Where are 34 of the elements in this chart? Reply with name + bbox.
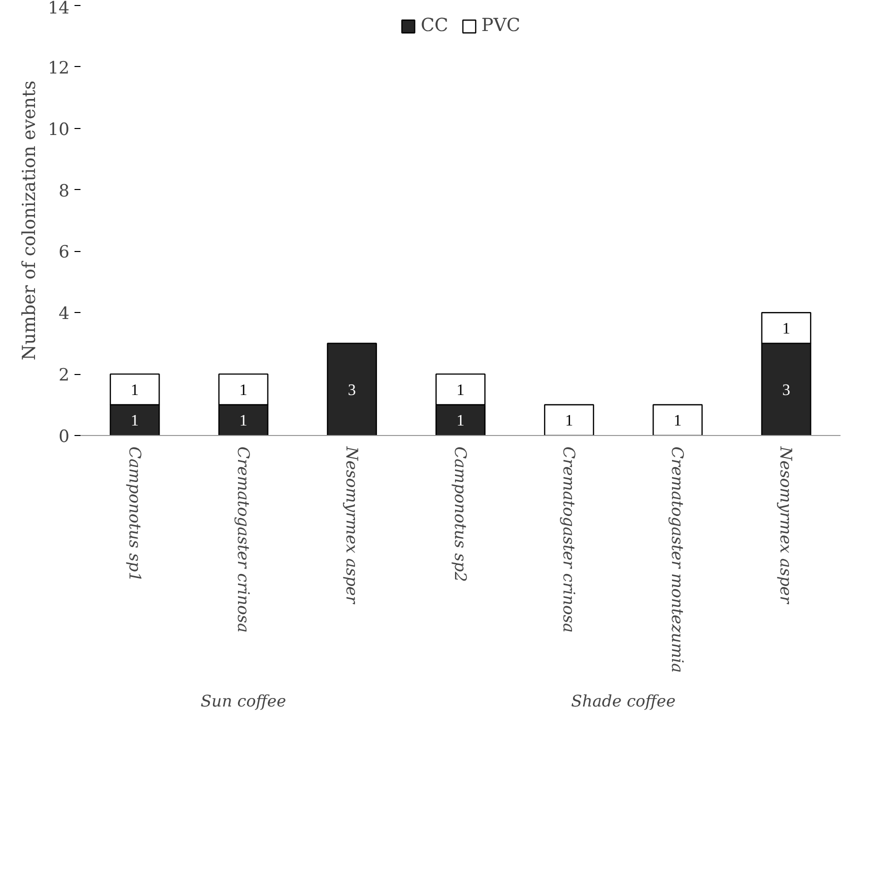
y-axis-title: Number of colonization events [18, 80, 40, 360]
y-tick-label: 0 [58, 427, 70, 447]
bar [326, 342, 377, 436]
y-tick-label: 6 [58, 242, 70, 263]
text: Shade coffee [571, 692, 676, 710]
y-tick-label: 12 [48, 58, 70, 78]
y-tick-label: 10 [48, 120, 70, 140]
data-label: 1 [130, 412, 139, 430]
x-tick-label: Crematogaster crinosa [234, 446, 253, 633]
data-label: 1 [456, 412, 464, 430]
data-label: 1 [782, 320, 790, 338]
y-tick-label: 2 [58, 366, 70, 386]
data-label: 1 [456, 382, 464, 399]
legend-label: CC [420, 15, 448, 36]
x-tick-label: Crematogaster crinosa [560, 446, 579, 633]
data-label: 1 [674, 412, 682, 430]
data-label: 1 [239, 382, 248, 399]
x-tick-label: Nesomyrmex asper [776, 446, 796, 605]
x-tick-label: Crematogaster montezumia [668, 446, 688, 673]
data-label: 1 [565, 412, 574, 430]
data-label: 3 [348, 382, 356, 399]
y-tick-label: 4 [58, 304, 70, 324]
bar [544, 404, 594, 436]
legend-label: PVC [481, 15, 520, 36]
x-tick-label: Camponotus sp1 [125, 446, 144, 582]
bar [652, 404, 703, 436]
data-label: 3 [782, 382, 790, 399]
data-label: 1 [130, 382, 139, 399]
x-tick-label: Nesomyrmex asper [342, 446, 362, 605]
text: Sun coffee [200, 692, 286, 710]
y-tick-label: 8 [58, 181, 70, 202]
x-tick-label: Camponotus sp2 [451, 446, 470, 582]
data-label: 1 [239, 412, 248, 430]
y-tick-label: 14 [48, 0, 70, 18]
